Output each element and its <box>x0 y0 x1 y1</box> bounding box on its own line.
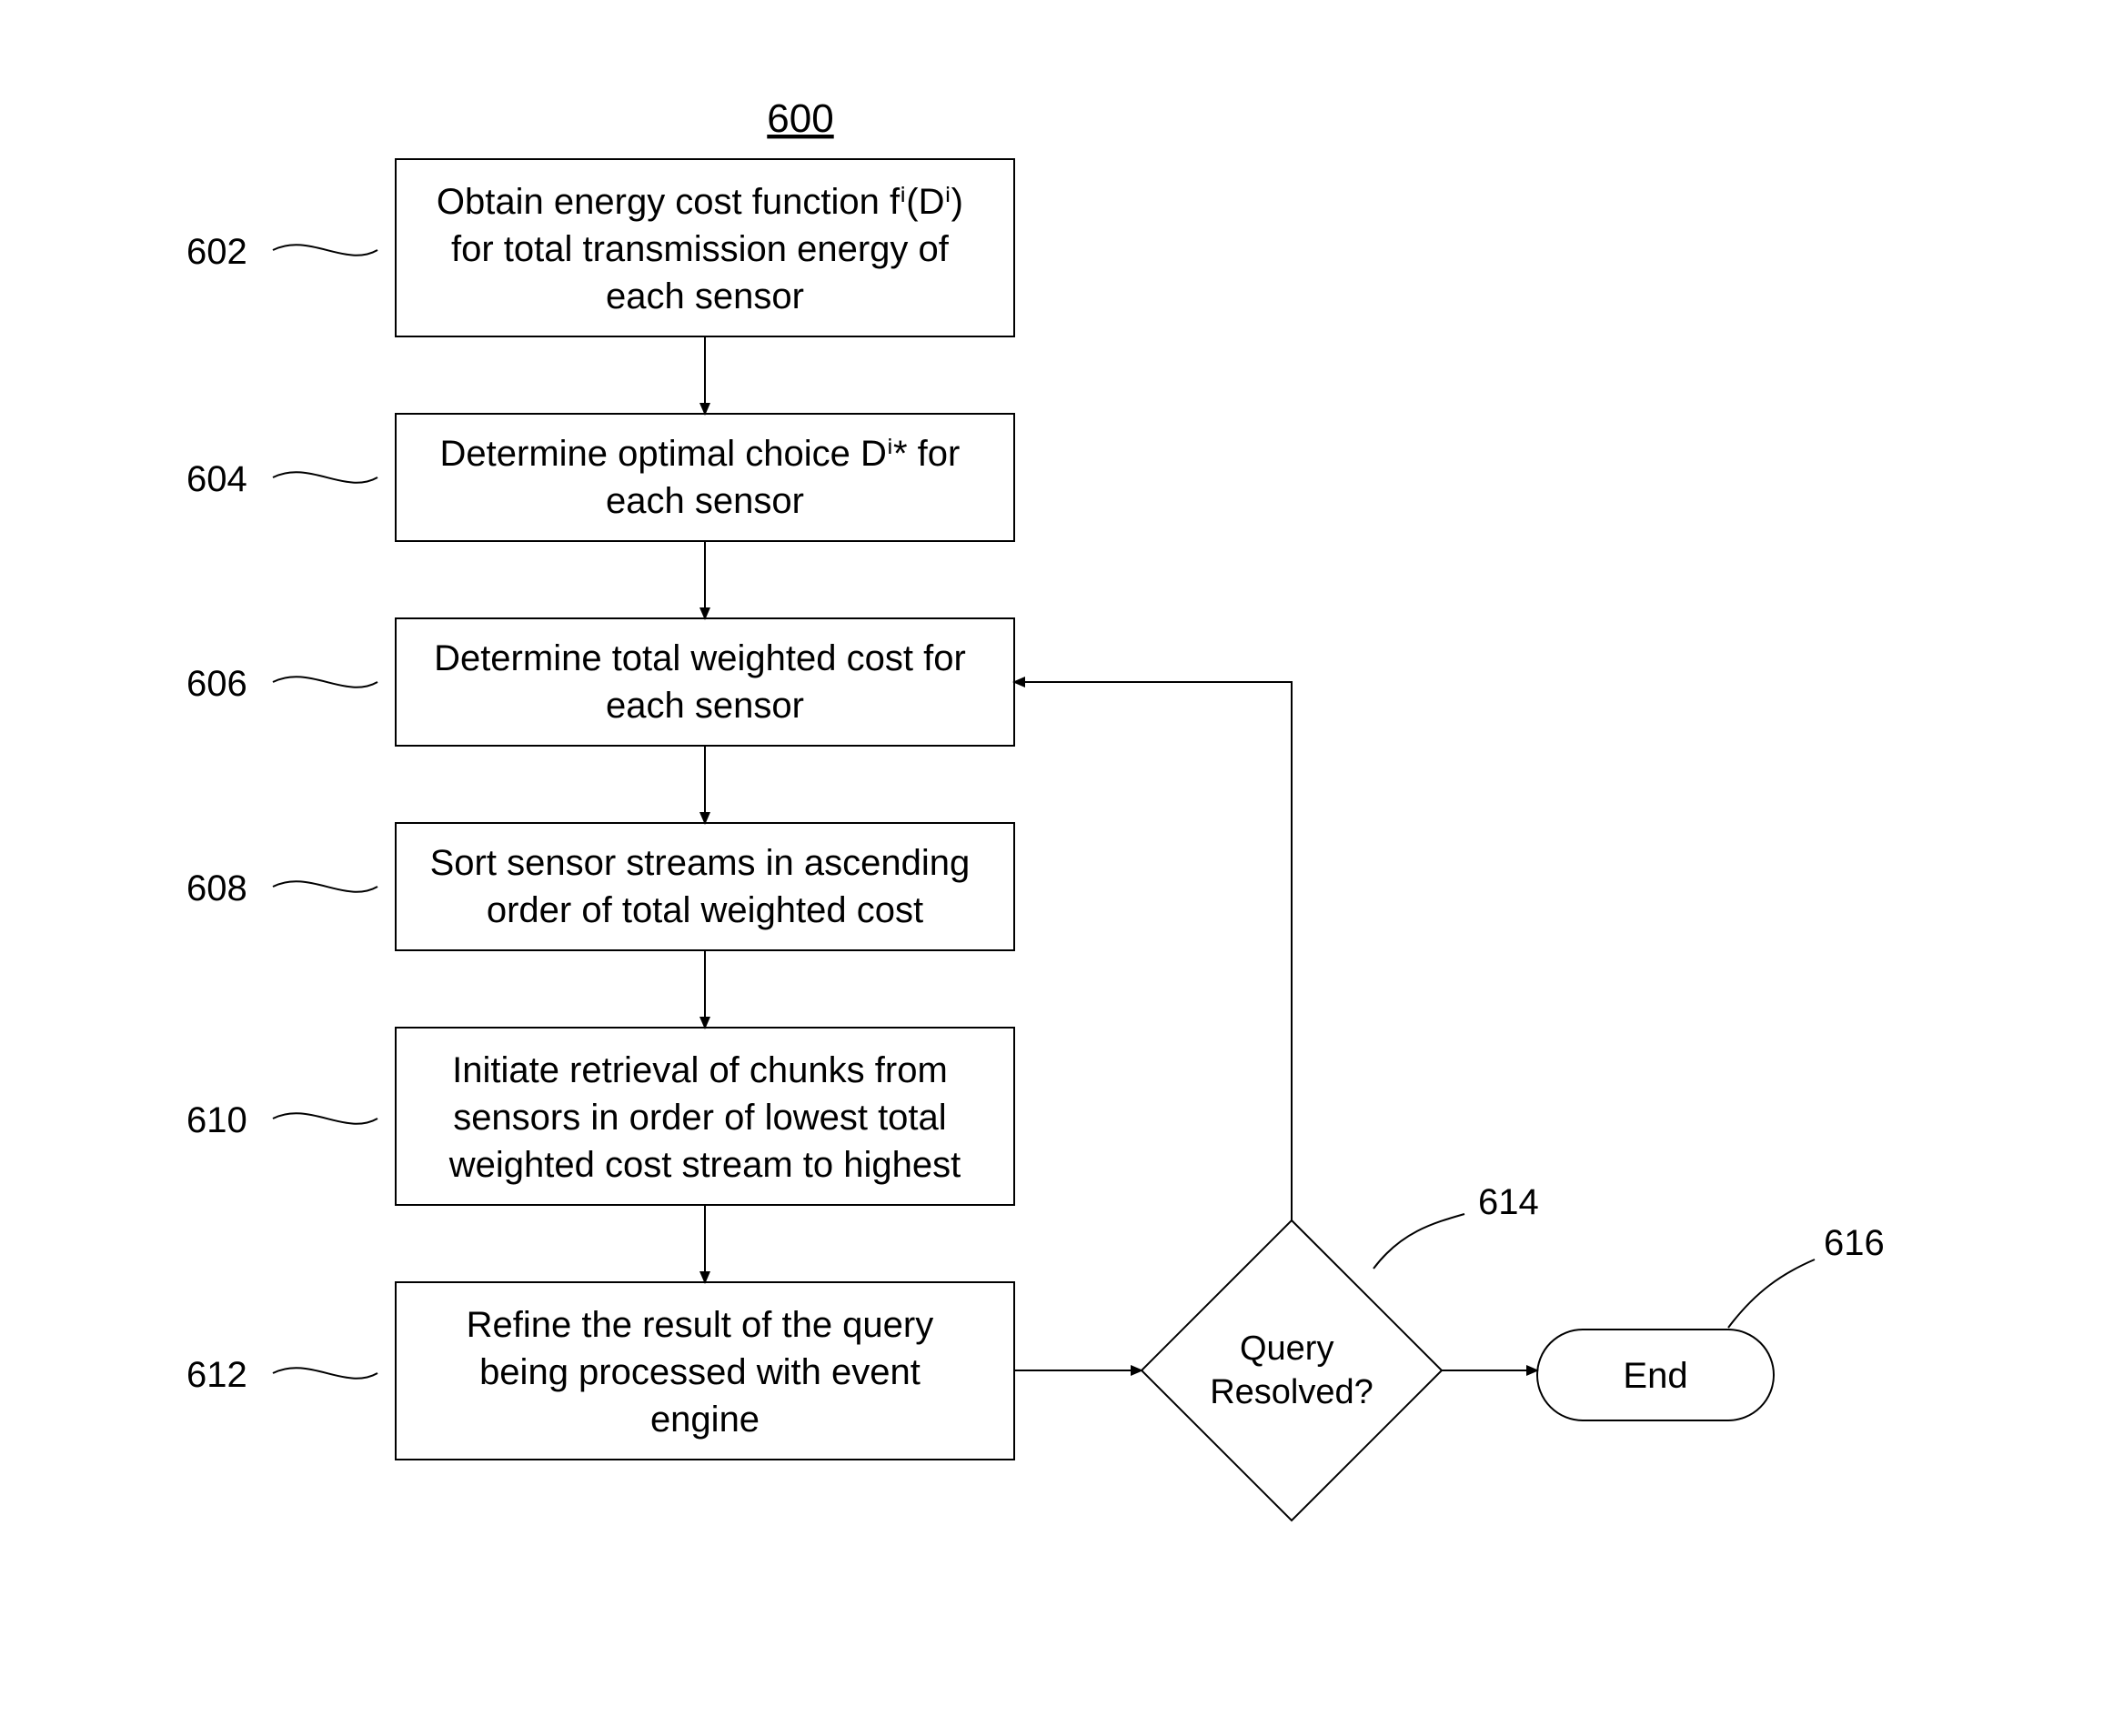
ref-612: 612 <box>186 1355 377 1395</box>
step-604-line1: Determine optimal choice Dⁱ* for <box>440 434 961 474</box>
ref-616: 616 <box>1728 1223 1885 1328</box>
svg-text:Initiate retrieval of chunks f: Initiate retrieval of chunks from sensor… <box>448 1050 961 1185</box>
step-604: Determine optimal choice Dⁱ* for each se… <box>396 414 1014 541</box>
step-610: Initiate retrieval of chunks from sensor… <box>396 1028 1014 1205</box>
step-602-line2: for total transmission energy of <box>451 229 950 269</box>
ref-614: 614 <box>1373 1182 1539 1269</box>
ref-616-text: 616 <box>1824 1223 1885 1263</box>
step-608: Sort sensor streams in ascending order o… <box>396 823 1014 950</box>
figure-number: 600 <box>767 96 833 141</box>
ref-606-text: 606 <box>186 664 247 704</box>
terminator-616-text: End <box>1623 1356 1687 1396</box>
ref-602: 602 <box>186 232 377 272</box>
step-610-line1: Initiate retrieval of chunks from <box>452 1050 948 1090</box>
ref-604: 604 <box>186 459 377 499</box>
step-602-line3: each sensor <box>606 276 804 316</box>
step-602-line1: Obtain energy cost function fⁱ(Dⁱ) <box>437 182 963 222</box>
step-612-line3: engine <box>650 1400 760 1440</box>
step-606-line1: Determine total weighted cost for <box>434 638 966 678</box>
step-602: Obtain energy cost function fⁱ(Dⁱ) for t… <box>396 159 1014 336</box>
step-612: Refine the result of the query being pro… <box>396 1282 1014 1460</box>
terminator-616: End <box>1537 1330 1774 1420</box>
step-612-line2: being processed with event <box>479 1352 921 1392</box>
step-606: Determine total weighted cost for each s… <box>396 618 1014 746</box>
decision-614-line1: Query <box>1240 1330 1333 1368</box>
step-608-line1: Sort sensor streams in ascending <box>430 843 971 883</box>
ref-604-text: 604 <box>186 459 247 499</box>
decision-614-line2: Resolved? <box>1210 1373 1373 1411</box>
step-610-line3: weighted cost stream to highest <box>448 1145 961 1185</box>
ref-608: 608 <box>186 868 377 908</box>
ref-606: 606 <box>186 664 377 704</box>
ref-602-text: 602 <box>186 232 247 272</box>
edge-614-606-loopback <box>1014 682 1292 1220</box>
ref-608-text: 608 <box>186 868 247 908</box>
step-610-line2: sensors in order of lowest total <box>453 1098 946 1138</box>
ref-610-text: 610 <box>186 1100 247 1140</box>
step-612-line1: Refine the result of the query <box>467 1305 934 1345</box>
step-604-line2: each sensor <box>606 481 804 521</box>
step-606-line2: each sensor <box>606 686 804 726</box>
ref-612-text: 612 <box>186 1355 247 1395</box>
ref-614-text: 614 <box>1478 1182 1539 1222</box>
decision-614: Query Resolved? <box>1142 1220 1442 1520</box>
ref-610: 610 <box>186 1100 377 1140</box>
step-608-line2: order of total weighted cost <box>487 890 923 930</box>
